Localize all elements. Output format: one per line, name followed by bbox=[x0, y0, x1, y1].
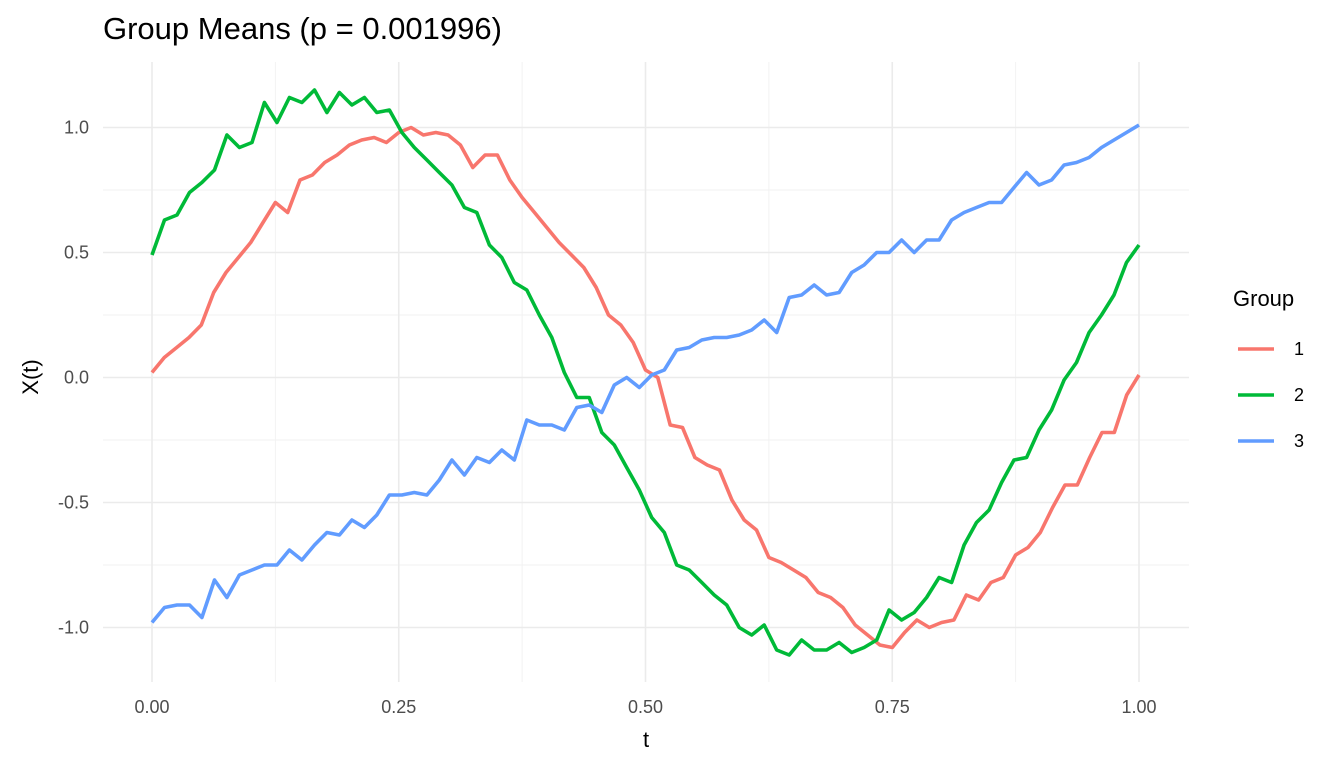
y-tick-label: -0.5 bbox=[58, 493, 89, 513]
major-gridlines bbox=[103, 62, 1189, 682]
y-axis-label: X(t) bbox=[18, 359, 43, 394]
legend-label-group-2: 2 bbox=[1294, 385, 1304, 405]
series-line-group-1 bbox=[150, 125, 1141, 650]
y-tick-label: 0.5 bbox=[64, 243, 89, 263]
x-axis-label: t bbox=[643, 727, 649, 752]
legend: Group 1 2 3 bbox=[1233, 286, 1304, 451]
y-tick-label: 1.0 bbox=[64, 118, 89, 138]
x-tick-label: 0.25 bbox=[381, 697, 416, 717]
x-tick-label: 0.75 bbox=[875, 697, 910, 717]
y-axis-ticks: -1.0 -0.5 0.0 0.5 1.0 bbox=[58, 118, 89, 638]
x-tick-label: 0.50 bbox=[628, 697, 663, 717]
y-tick-label: -1.0 bbox=[58, 618, 89, 638]
legend-title: Group bbox=[1233, 286, 1294, 311]
y-tick-label: 0.0 bbox=[64, 368, 89, 388]
legend-label-group-3: 3 bbox=[1294, 431, 1304, 451]
legend-label-group-1: 1 bbox=[1294, 339, 1304, 359]
x-axis-ticks: 0.00 0.25 0.50 0.75 1.00 bbox=[134, 697, 1156, 717]
series-line-group-3 bbox=[150, 123, 1140, 624]
legend-items: 1 2 3 bbox=[1238, 339, 1304, 451]
x-tick-label: 0.00 bbox=[134, 697, 169, 717]
series-line-group-2 bbox=[150, 88, 1141, 657]
x-tick-label: 1.00 bbox=[1121, 697, 1156, 717]
series-lines bbox=[150, 88, 1141, 657]
chart-title: Group Means (p = 0.001996) bbox=[103, 11, 502, 46]
